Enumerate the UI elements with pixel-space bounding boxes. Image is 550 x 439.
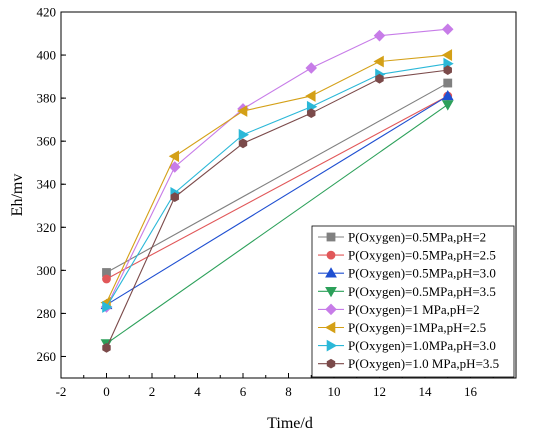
legend-swatch-marker: [326, 339, 338, 352]
y-tick-label: 380: [37, 91, 57, 106]
x-tick-label: 0: [103, 384, 110, 399]
legend-label: P(Oxygen)=0.5MPa,pH=3.0: [348, 266, 496, 281]
data-point: [236, 105, 248, 117]
series-line: [106, 63, 448, 308]
x-tick-label: 14: [419, 384, 433, 399]
x-tick-label: 2: [149, 384, 156, 399]
data-point: [238, 128, 250, 141]
data-point: [373, 55, 384, 68]
series-line: [106, 82, 449, 273]
y-tick-label: 320: [37, 220, 57, 235]
data-point: [102, 274, 111, 284]
series-line: [106, 104, 449, 345]
data-point: [443, 65, 452, 75]
legend-swatch-marker: [326, 250, 336, 260]
legend-item: P(Oxygen)=0.5MPa,pH=2: [318, 230, 486, 245]
data-point: [441, 23, 454, 35]
data-point: [238, 138, 248, 149]
y-tick-label: 340: [37, 177, 57, 192]
x-tick-label: 16: [464, 384, 478, 399]
x-tick-label: 6: [240, 384, 247, 399]
legend-label: P(Oxygen)=0.5MPa,pH=2.5: [348, 248, 496, 263]
y-axis-title: Eh/mv: [9, 174, 26, 217]
data-point: [373, 29, 386, 42]
data-point: [305, 62, 318, 74]
legend-label: P(Oxygen)=0.5MPa,pH=2: [348, 230, 486, 245]
data-point: [443, 78, 453, 88]
legend-item: P(Oxygen)=1.0 MPa,pH=3.5: [318, 356, 499, 371]
data-point: [441, 49, 453, 61]
series-5: [100, 23, 454, 313]
series-1: [102, 78, 453, 277]
legend-swatch-marker: [326, 232, 336, 242]
legend-swatch-marker: [325, 286, 337, 298]
legend-box: [311, 225, 515, 378]
data-point: [307, 108, 316, 119]
legend-item: P(Oxygen)=1.0MPa,pH=3.0: [318, 338, 496, 353]
series-line: [105, 69, 448, 349]
legend-swatch-marker: [324, 321, 336, 334]
x-tick-label: 8: [285, 384, 292, 399]
data-point: [375, 73, 384, 84]
x-tick-label: 4: [194, 384, 201, 399]
y-tick-label: 400: [37, 48, 57, 63]
legend-swatch-marker: [325, 267, 337, 278]
data-point: [441, 89, 454, 101]
series-line: [106, 54, 448, 303]
legend-label: P(Oxygen)=1MPa,pH=2.5: [348, 320, 486, 335]
legend-label: P(Oxygen)=1.0 MPa,pH=3.5: [348, 356, 499, 371]
data-point: [168, 161, 181, 173]
axis-ticks: -2 0 2 4 6 8 10 12 14 16 260 280 300 320 340 360 380 400 4…: [37, 5, 494, 399]
legend-item: P(Oxygen)=0.5MPa,pH=2.5: [318, 248, 496, 263]
legend-item: P(Oxygen)=0.5MPa,pH=3.0: [318, 266, 496, 281]
series-line: [106, 95, 449, 306]
legend-label: P(Oxygen)=0.5MPa,pH=3.5: [348, 284, 496, 299]
legend-swatch-marker: [325, 303, 337, 316]
series-line: [106, 95, 449, 280]
series-6: [100, 49, 453, 309]
legend: P(Oxygen)=0.5MPa,pH=2 P(Oxygen)=0.5MPa,pH…: [311, 225, 515, 378]
legend-item: P(Oxygen)=0.5MPa,pH=3.5: [318, 284, 496, 299]
legend-swatch-marker: [326, 358, 336, 369]
series-8: [102, 65, 452, 353]
x-tick-label: 12: [373, 384, 386, 399]
y-tick-label: 420: [37, 5, 57, 20]
data-point: [305, 90, 316, 102]
data-point: [441, 100, 454, 111]
y-tick-label: 360: [37, 134, 57, 149]
y-tick-label: 260: [37, 349, 57, 364]
y-tick-label: 300: [37, 263, 57, 278]
x-tick-label: -2: [56, 384, 67, 399]
series-layer: [100, 23, 454, 353]
legend-label: P(Oxygen)=1 MPa,pH=2: [348, 302, 480, 317]
legend-item: P(Oxygen)=1MPa,pH=2.5: [318, 320, 486, 335]
data-point: [102, 342, 111, 353]
data-point: [170, 192, 179, 203]
x-tick-label: 10: [328, 384, 341, 399]
x-axis-title: Time/d: [267, 415, 313, 432]
data-point: [168, 150, 180, 163]
y-tick-label: 280: [37, 306, 57, 321]
data-point: [102, 301, 113, 313]
legend-label: P(Oxygen)=1.0MPa,pH=3.0: [348, 338, 496, 353]
legend-item: P(Oxygen)=1 MPa,pH=2: [318, 302, 480, 317]
series-line: [106, 28, 448, 308]
